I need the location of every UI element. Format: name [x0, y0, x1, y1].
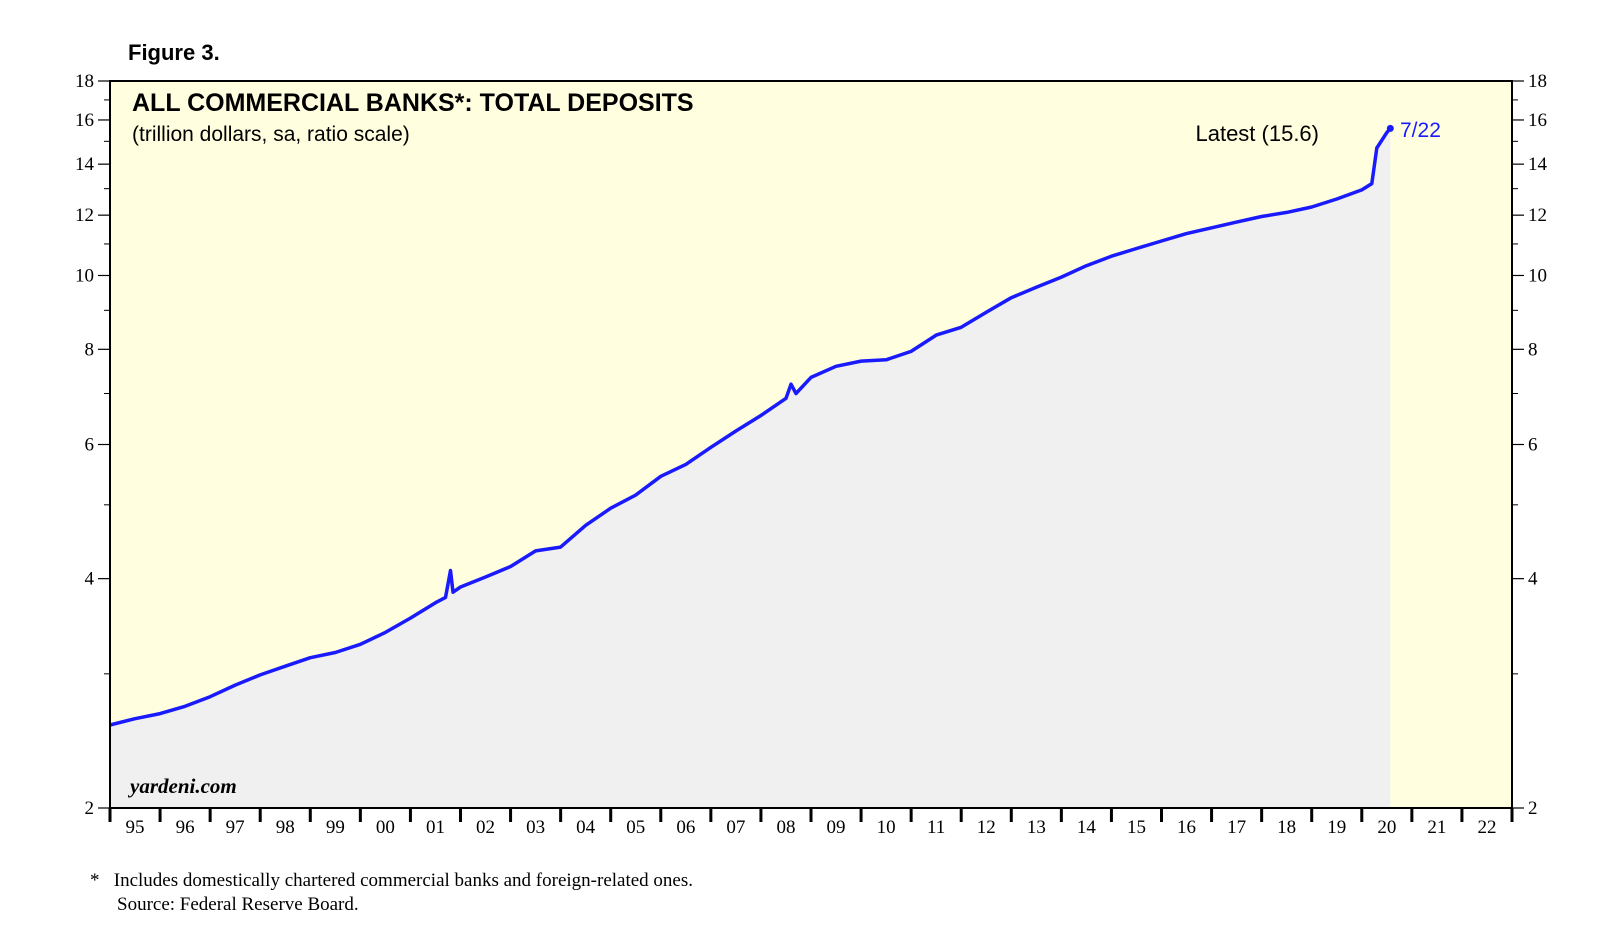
x-tick-label-97: 97: [226, 817, 245, 838]
y-tick-label-left-18: 18: [75, 71, 94, 92]
x-tick-label-11: 11: [927, 817, 945, 838]
x-tick-label-17: 17: [1227, 817, 1246, 838]
footnote-line-1: * Includes domestically chartered commer…: [90, 870, 693, 891]
x-tick-label-04: 04: [576, 817, 596, 838]
x-tick-label-98: 98: [276, 817, 295, 838]
series-line-total-deposits: [109, 127, 1392, 727]
x-tick-label-19: 19: [1327, 817, 1346, 838]
x-tick-label-03: 03: [526, 817, 545, 838]
latest-point-marker: [1386, 124, 1394, 132]
x-tick-label-99: 99: [326, 817, 345, 838]
x-tick-label-05: 05: [626, 817, 645, 838]
area-layer: [110, 128, 1391, 809]
latest-value-label: Latest (15.6): [1195, 121, 1319, 146]
y-tick-label-right-10: 10: [1528, 265, 1547, 286]
y-tick-label-right-14: 14: [1528, 154, 1548, 175]
shaded-area: [110, 128, 1391, 809]
x-axis: 95 96 97 98 99 00 01 02 03 04 05 06 07 08 09 10 11 12 13 14…: [108, 808, 1514, 838]
y-tick-label-left-6: 6: [85, 435, 95, 456]
line-layer: [109, 124, 1394, 727]
chart-subtitle: (trillion dollars, sa, ratio scale): [132, 123, 410, 146]
x-tick-label-10: 10: [877, 817, 896, 838]
x-tick-label-18: 18: [1277, 817, 1296, 838]
x-tick-label-07: 07: [726, 817, 745, 838]
x-tick-label-95: 95: [126, 817, 145, 838]
y-tick-label-left-12: 12: [75, 205, 94, 226]
watermark: yardeni.com: [127, 774, 237, 798]
latest-date-label: 7/22: [1400, 119, 1441, 142]
y-tick-label-right-8: 8: [1528, 339, 1538, 360]
figure-label: Figure 3.: [128, 40, 220, 65]
x-tick-label-15: 15: [1127, 817, 1146, 838]
y-tick-label-right-16: 16: [1528, 110, 1547, 131]
y-tick-label-right-6: 6: [1528, 435, 1538, 456]
y-tick-label-left-16: 16: [75, 110, 94, 131]
y-tick-label-right-18: 18: [1528, 71, 1547, 92]
x-tick-label-06: 06: [676, 817, 695, 838]
y-tick-label-right-12: 12: [1528, 205, 1547, 226]
x-tick-label-16: 16: [1177, 817, 1196, 838]
y-tick-label-left-2: 2: [85, 798, 95, 819]
chart-title: ALL COMMERCIAL BANKS*: TOTAL DEPOSITS: [132, 89, 694, 117]
y-tick-label-right-2: 2: [1528, 798, 1538, 819]
x-tick-label-12: 12: [977, 817, 996, 838]
x-tick-label-08: 08: [776, 817, 795, 838]
x-tick-label-14: 14: [1077, 817, 1097, 838]
y-tick-label-left-4: 4: [85, 569, 95, 590]
x-tick-label-02: 02: [476, 817, 495, 838]
x-tick-label-21: 21: [1427, 817, 1446, 838]
y-tick-label-right-4: 4: [1528, 569, 1538, 590]
x-tick-label-09: 09: [827, 817, 846, 838]
x-tick-label-01: 01: [426, 817, 445, 838]
x-tick-label-00: 00: [376, 817, 395, 838]
x-tick-label-22: 22: [1477, 817, 1496, 838]
x-tick-label-96: 96: [176, 817, 195, 838]
y-tick-label-left-10: 10: [75, 265, 94, 286]
x-tick-label-20: 20: [1377, 817, 1396, 838]
right-y-axis: 2 4 6 8 10 12 14 16 18: [1512, 71, 1548, 819]
y-tick-label-left-8: 8: [85, 339, 95, 360]
x-tick-label-13: 13: [1027, 817, 1046, 838]
left-y-axis: 2 4 6 8 10 12 14 16 18: [75, 71, 110, 819]
y-tick-label-left-14: 14: [75, 154, 95, 175]
footnote-line-2: Source: Federal Reserve Board.: [117, 894, 359, 915]
